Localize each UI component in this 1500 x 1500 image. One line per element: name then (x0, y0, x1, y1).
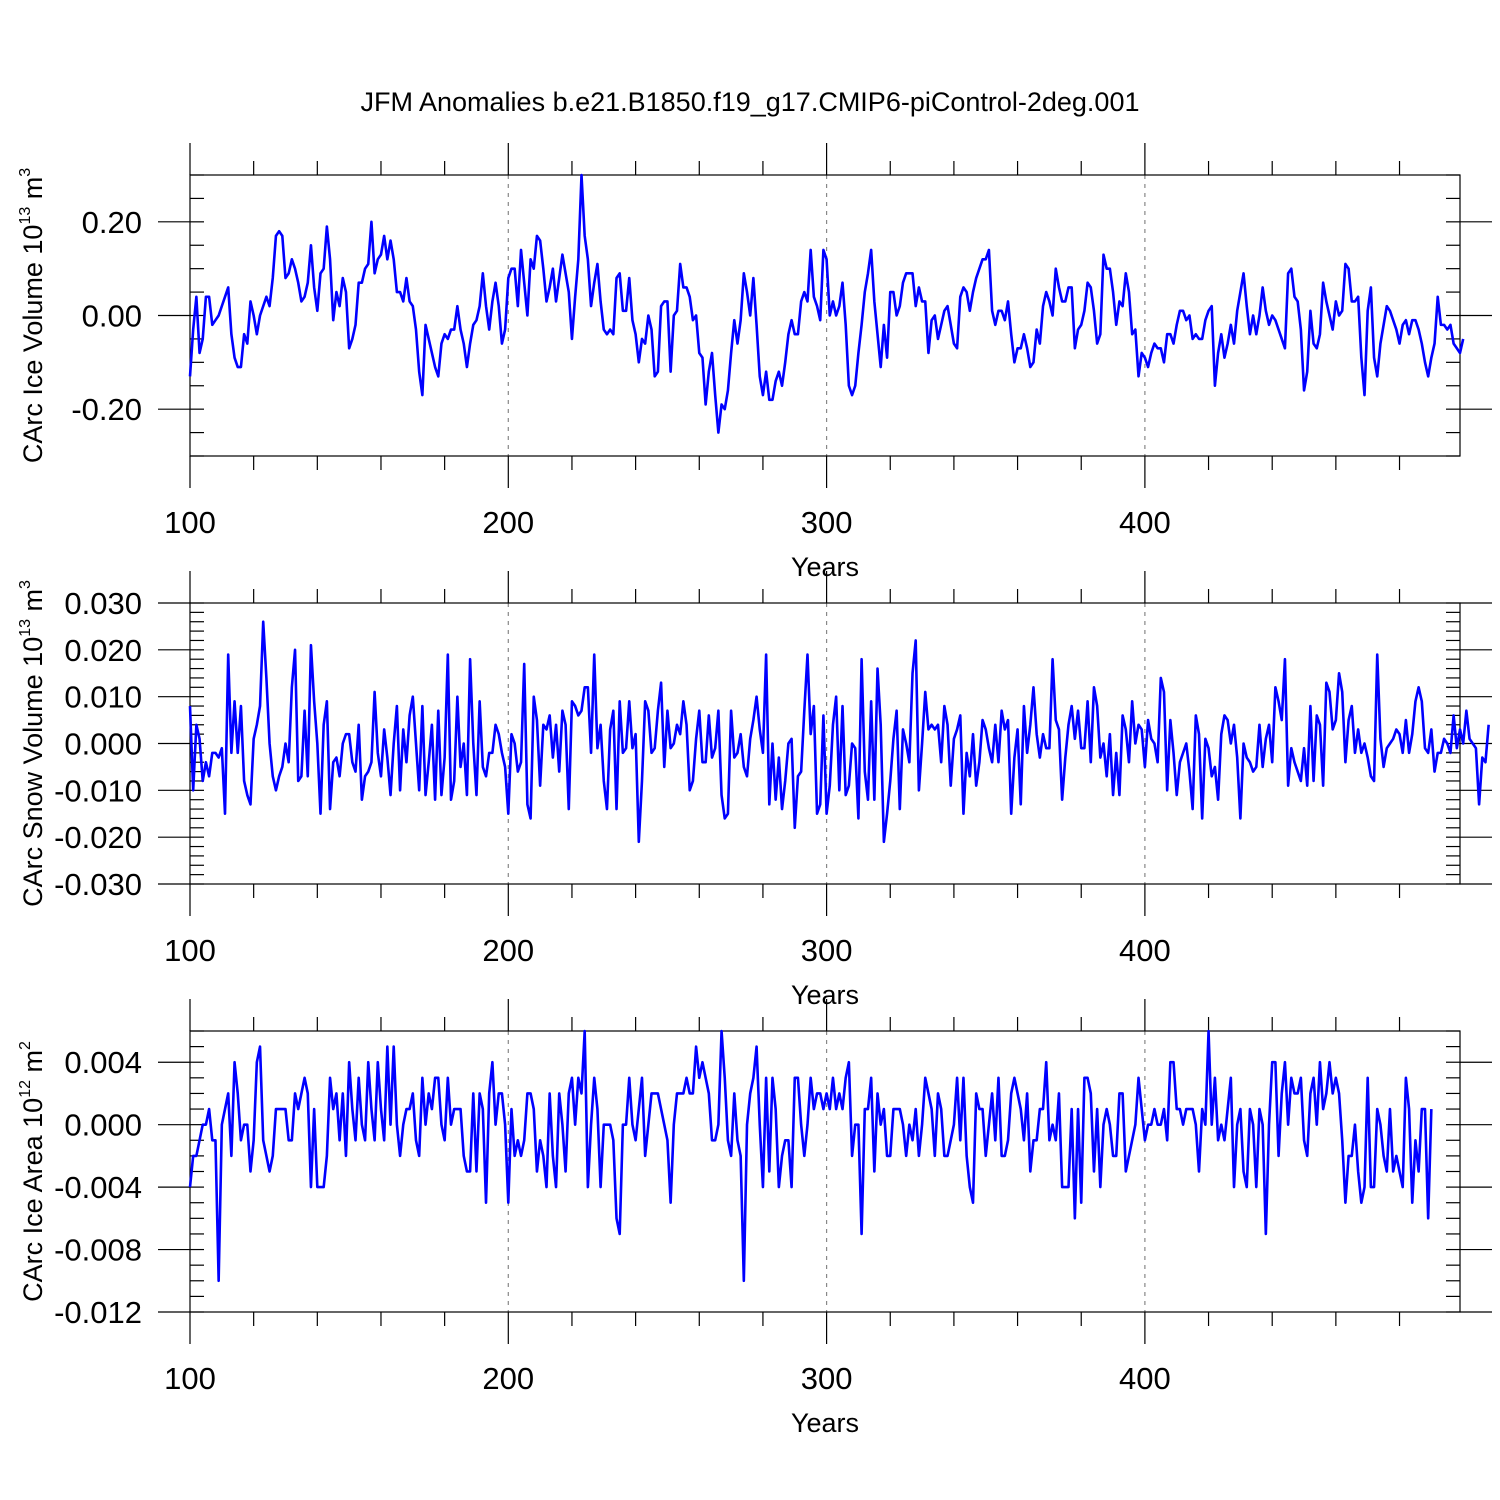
y-tick-label: -0.010 (54, 773, 142, 808)
plot-frame (189, 1030, 1461, 1313)
x-tick-labels: 100 200 300 400 (164, 933, 1171, 968)
chart-title: JFM Anomalies b.e21.B1850.f19_g17.CMIP6-… (361, 87, 1140, 117)
x-tick-label: 400 (1119, 1361, 1171, 1396)
x-axis-label: Years (791, 980, 859, 1010)
x-tick-label: 300 (801, 1361, 853, 1396)
y-tick-label: 0.00 (82, 299, 142, 334)
x-tick-label: 300 (801, 505, 853, 540)
panel-ice-volume: 0.20 0.00 -0.20 100 200 300 400 Years CArc Ic… (17, 143, 1492, 582)
ice-volume-series-line (188, 173, 1465, 434)
x-axis-label: Years (791, 552, 859, 582)
y-tick-label: 0.004 (64, 1045, 142, 1080)
plot-frame (189, 602, 1461, 885)
y-tick-label: -0.20 (71, 392, 142, 427)
y-minor-ticks (190, 1030, 1460, 1313)
panel-snow-volume: 0.030 0.020 0.010 0.000 -0.010 -0.020 -0.030 1… (17, 571, 1492, 1010)
y-tick-label: -0.020 (54, 820, 142, 855)
x-tick-label: 100 (164, 505, 216, 540)
x-gridlines (507, 175, 1146, 456)
y-tick-label: -0.012 (54, 1295, 142, 1330)
x-tick-label: 200 (482, 933, 534, 968)
y-tick-labels: 0.004 0.000 -0.004 -0.008 -0.012 (54, 1045, 142, 1330)
tick-marks (158, 999, 1492, 1344)
x-gridlines (507, 603, 1146, 884)
y-axis-label: CArc Snow Volume 1013 m3 (17, 580, 48, 907)
panel-ice-area: 0.004 0.000 -0.004 -0.008 -0.012 100 200 300 40… (17, 999, 1492, 1438)
y-tick-label: 0.000 (64, 727, 142, 762)
y-minor-ticks (190, 174, 1460, 457)
tick-marks (158, 143, 1492, 488)
y-tick-label: 0.030 (64, 586, 142, 621)
snow-volume-series-line (188, 620, 1490, 844)
x-tick-label: 200 (482, 1361, 534, 1396)
x-tick-label: 300 (801, 933, 853, 968)
tick-marks (158, 571, 1492, 916)
y-tick-label: -0.030 (54, 867, 142, 902)
x-tick-labels: 100 200 300 400 (164, 505, 1171, 540)
y-tick-label: 0.010 (64, 680, 142, 715)
x-tick-label: 400 (1119, 933, 1171, 968)
x-tick-label: 400 (1119, 505, 1171, 540)
x-axis-label: Years (791, 1408, 859, 1438)
x-tick-labels: 100 200 300 400 (164, 1361, 1171, 1396)
y-tick-labels: 0.20 0.00 -0.20 (71, 205, 142, 427)
y-axis-label: CArc Ice Area 1012 m2 (17, 1041, 48, 1302)
y-tick-label: -0.004 (54, 1170, 142, 1205)
y-tick-label: 0.000 (64, 1108, 142, 1143)
ice-area-series-line (188, 1029, 1433, 1283)
x-tick-label: 200 (482, 505, 534, 540)
x-gridlines (507, 1031, 1146, 1312)
y-tick-labels: 0.030 0.020 0.010 0.000 -0.010 -0.020 -0.030 (54, 586, 142, 902)
y-tick-label: 0.020 (64, 633, 142, 668)
y-tick-label: -0.008 (54, 1233, 142, 1268)
plot-frame (189, 174, 1461, 457)
x-tick-label: 100 (164, 1361, 216, 1396)
y-tick-label: 0.20 (82, 205, 142, 240)
y-axis-label: CArc Ice Volume 1013 m3 (17, 168, 48, 463)
x-tick-label: 100 (164, 933, 216, 968)
